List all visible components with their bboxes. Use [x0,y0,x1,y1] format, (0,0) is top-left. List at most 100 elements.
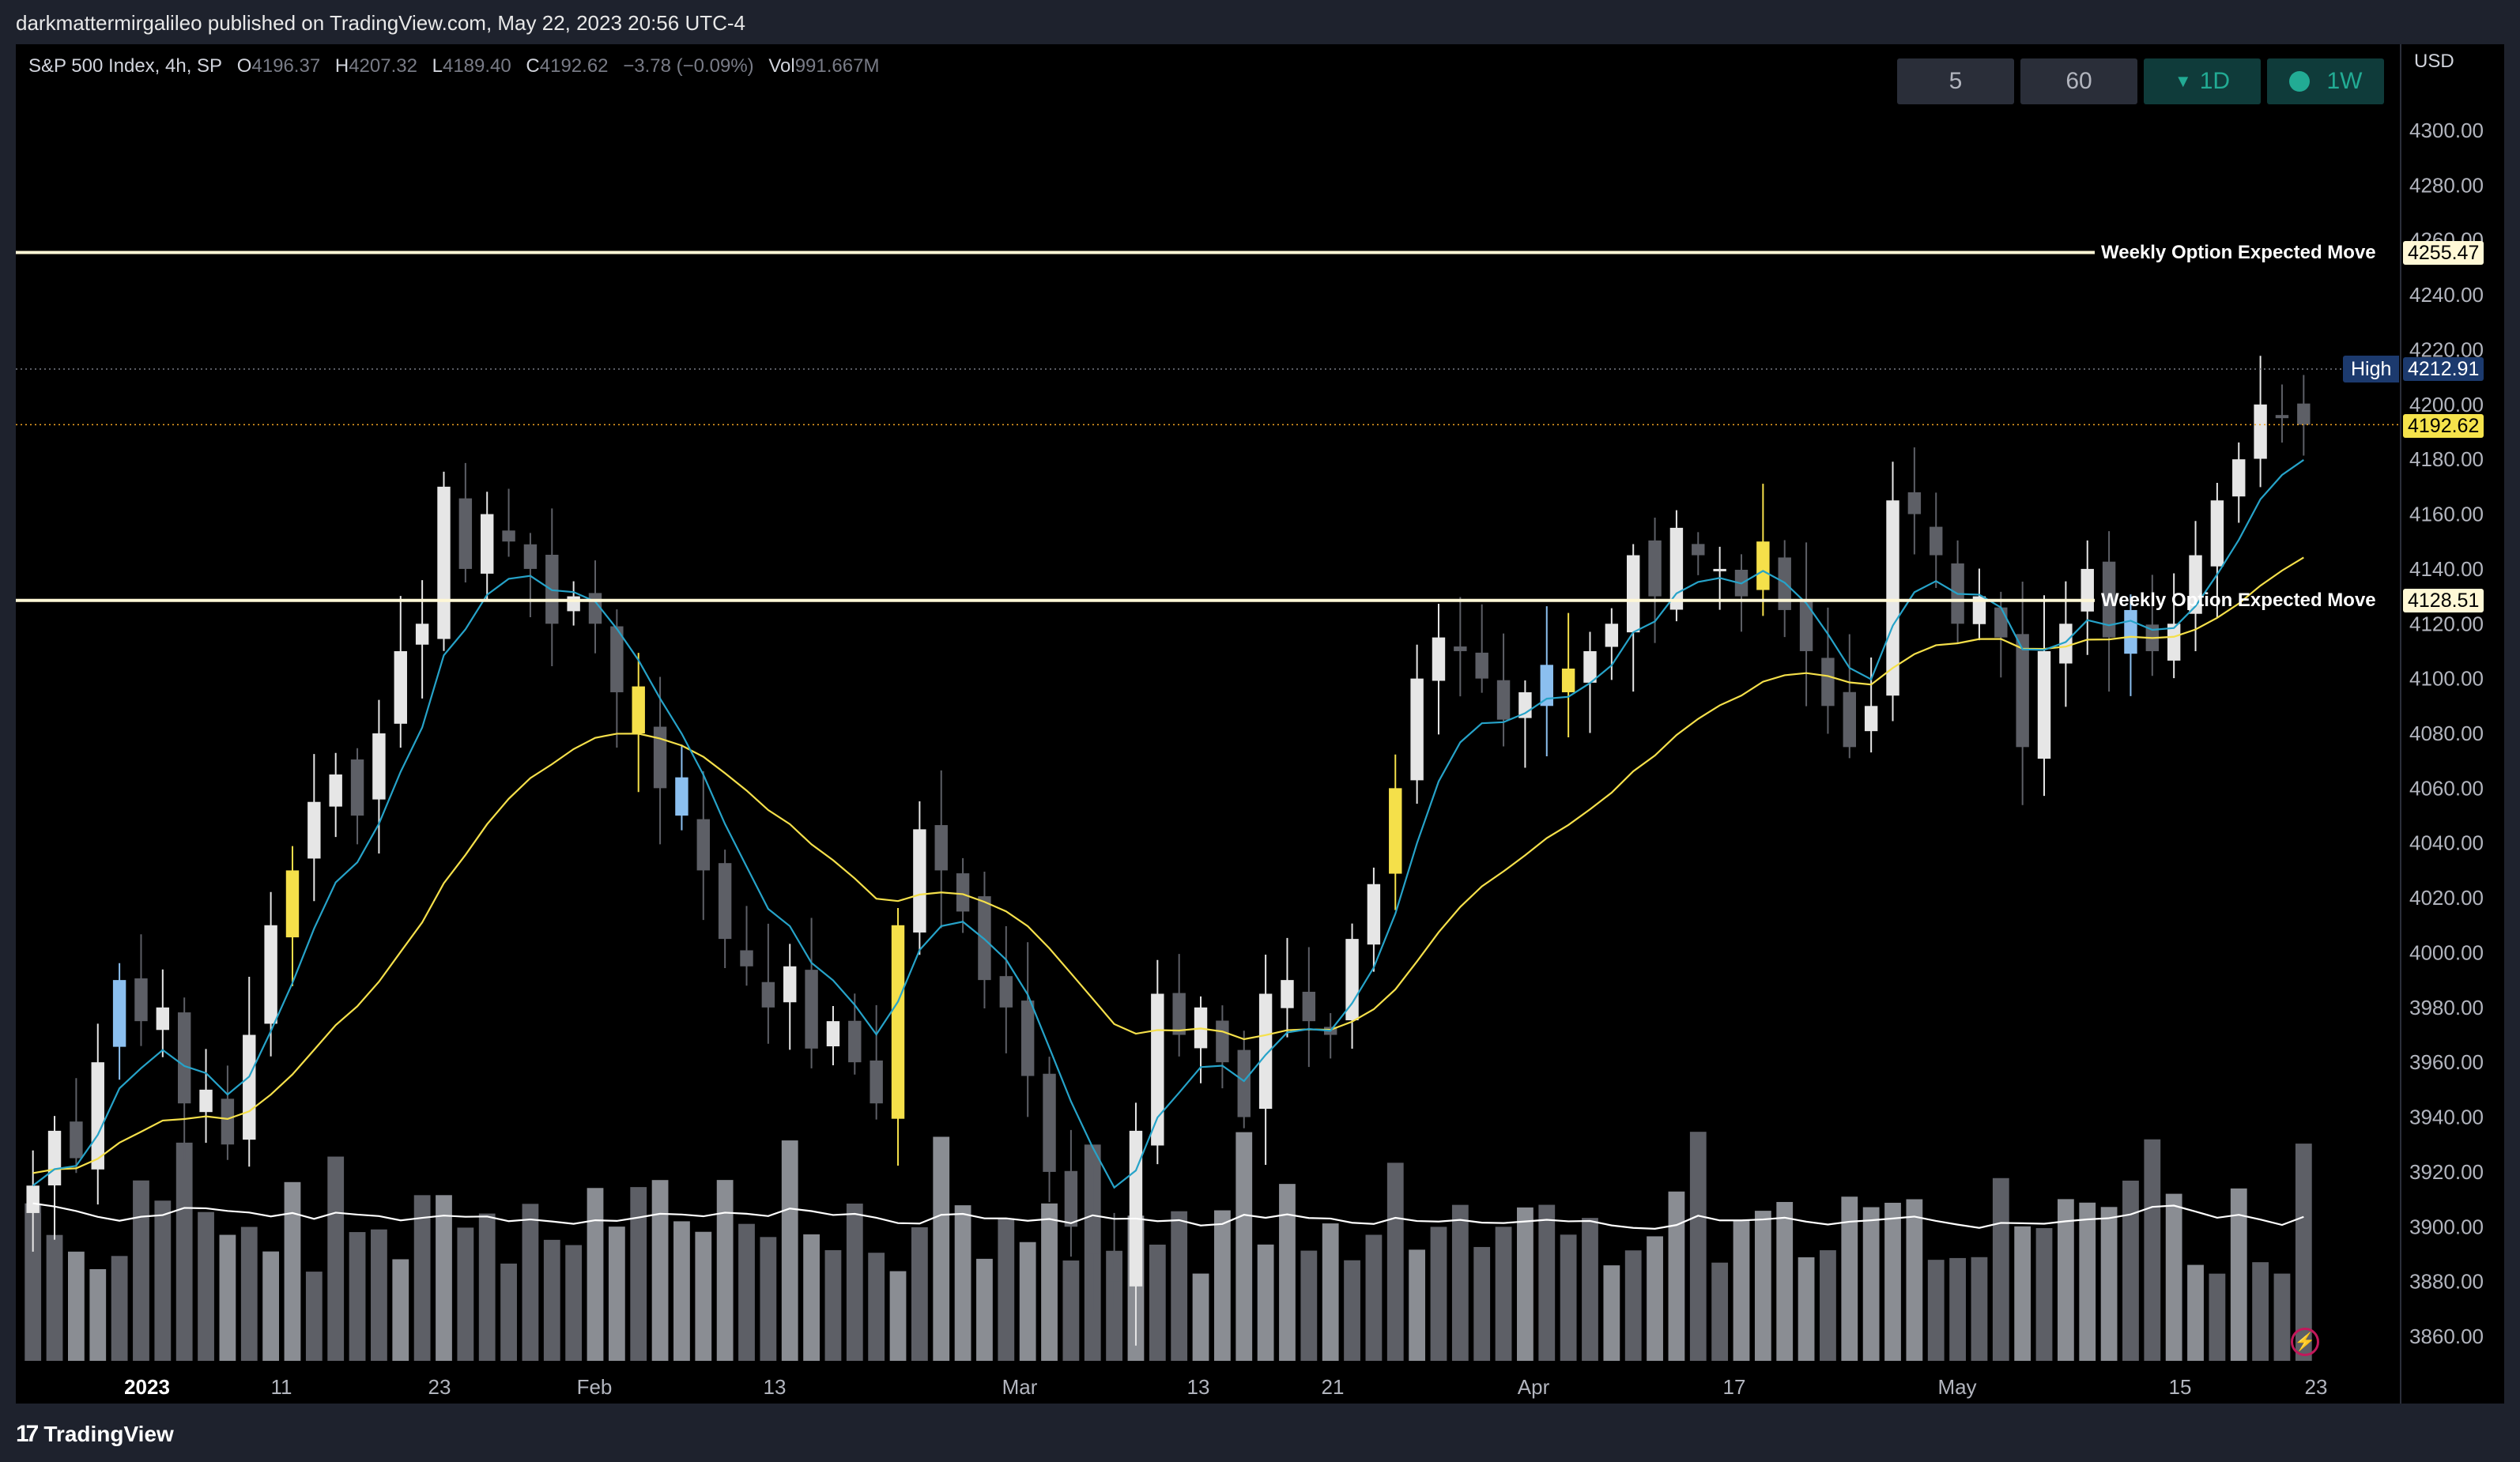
candle-body [848,1020,862,1063]
volume-bar [2014,1226,2031,1361]
candle-body [1129,1130,1143,1287]
candle-body [285,870,300,938]
volume-bar [219,1234,236,1361]
volume-bar [846,1204,863,1361]
candle-body [891,925,905,1119]
volume-bar [133,1180,149,1361]
price-axis: 4300.004280.004260.004240.004220.004200.… [2409,119,2484,1348]
volume-bar [478,1213,496,1361]
price-tick-label: 4100.00 [2409,667,2484,691]
volume-bar [111,1256,128,1361]
price-tick-label: 4140.00 [2409,557,2484,581]
volume-bar [1451,1204,1469,1361]
candle-body [1994,607,2008,638]
currency-label[interactable]: USD [2414,51,2454,72]
high-value: 4207.32 [349,55,417,77]
price-tick-label: 3900.00 [2409,1215,2484,1238]
candle-body [1020,1000,1035,1076]
expected-move-upper-price-tag: 4255.47 [2403,241,2484,265]
volume-ma-line [32,1202,2304,1230]
timeframe-5-button[interactable]: 5 [1897,58,2014,104]
volume-bar [1300,1250,1318,1361]
volume-bar [2295,1144,2312,1361]
candle-body [458,498,473,569]
volume-bar [1841,1196,1858,1361]
price-tick-label: 3960.00 [2409,1050,2484,1074]
volume-bar [803,1234,820,1361]
volume-bar [1647,1236,1663,1361]
timeframe-60-button[interactable]: 60 [2020,58,2137,104]
candle-body [177,1012,191,1104]
volume-bar [2209,1273,2226,1361]
candle-body [91,1062,104,1170]
volume-bar [1365,1234,1383,1361]
volume-bar [1582,1218,1598,1361]
candle-body [47,1130,62,1185]
price-tick-label: 4160.00 [2409,503,2484,526]
ema-fast-line [32,459,2304,1189]
candle-body [1843,691,1856,748]
volume-bar [1949,1257,1966,1361]
candle-body [523,544,538,569]
candle-body [1821,658,1835,707]
volume-bar [1798,1257,1815,1361]
volume-bar [543,1239,560,1361]
price-tick-label: 4280.00 [2409,173,2484,197]
footer-bar [0,1404,2520,1462]
candle-body [1151,993,1164,1146]
time-tick-label: 11 [271,1375,292,1399]
lightning-icon[interactable]: ⚡ [2291,1328,2319,1356]
price-tick-label: 3940.00 [2409,1106,2484,1129]
candle-body [999,976,1013,1008]
candle-body [350,759,364,816]
candle-body [610,626,624,692]
candle-body [1107,1268,1121,1282]
candle-body [1864,706,1878,732]
tradingview-logo[interactable]: 17 TradingView [16,1421,174,1447]
volume-bar [1041,1203,1058,1361]
timeframe-1d-button[interactable]: ▼ 1D [2144,58,2261,104]
chart-pane[interactable] [16,44,2504,1404]
candle-body [2189,555,2202,614]
candle-body [1043,1073,1056,1172]
candle-body [1345,939,1359,1021]
candle-body [1583,650,1597,683]
volume-bar [284,1181,301,1361]
publish-bar: darkmattermirgalileo published on Tradin… [0,0,2520,44]
candle-body [1410,678,1424,781]
volume-bar [305,1272,323,1361]
timeframe-1w-button[interactable]: 1W [2267,58,2384,104]
low-value: 4189.40 [442,55,511,77]
symbol-legend[interactable]: S&P 500 Index, 4h, SP O4196.37 H4207.32 … [28,55,880,77]
candle-body [2059,624,2073,664]
time-axis: 2023 11 23 Feb 13 Mar 13 21 Apr 17 May 15 23 [124,1375,2327,1399]
candle-body [1389,788,1402,874]
volume-bar [2122,1180,2139,1361]
volume-bar [1560,1234,1577,1361]
candle-body [1799,601,1813,651]
candle-body [826,1021,840,1046]
price-tick-label: 4240.00 [2409,283,2484,307]
symbol-name[interactable]: S&P 500 Index, 4h, SP [28,55,223,77]
volume-bar [608,1226,625,1361]
volume-bar [889,1271,907,1361]
candle-body [1086,1212,1100,1254]
candle-body [1930,526,1943,556]
volume-bar [1495,1226,1512,1361]
close-value: 4192.62 [539,55,609,77]
volume-bar [998,1218,1015,1361]
volume-bar [1668,1191,1685,1361]
volume-bar [1473,1246,1491,1361]
volume-bar [522,1204,539,1361]
candle-body [934,825,948,871]
price-tick-label: 4040.00 [2409,831,2484,855]
candle-body [394,650,407,724]
volume-value: 991.667M [794,55,880,77]
open-value: 4196.37 [251,55,321,77]
price-tick-label: 4300.00 [2409,119,2484,142]
volume-bar [436,1195,452,1361]
candle-body [307,801,321,859]
candle-body [2124,609,2137,654]
volume-bars [25,1132,2312,1361]
